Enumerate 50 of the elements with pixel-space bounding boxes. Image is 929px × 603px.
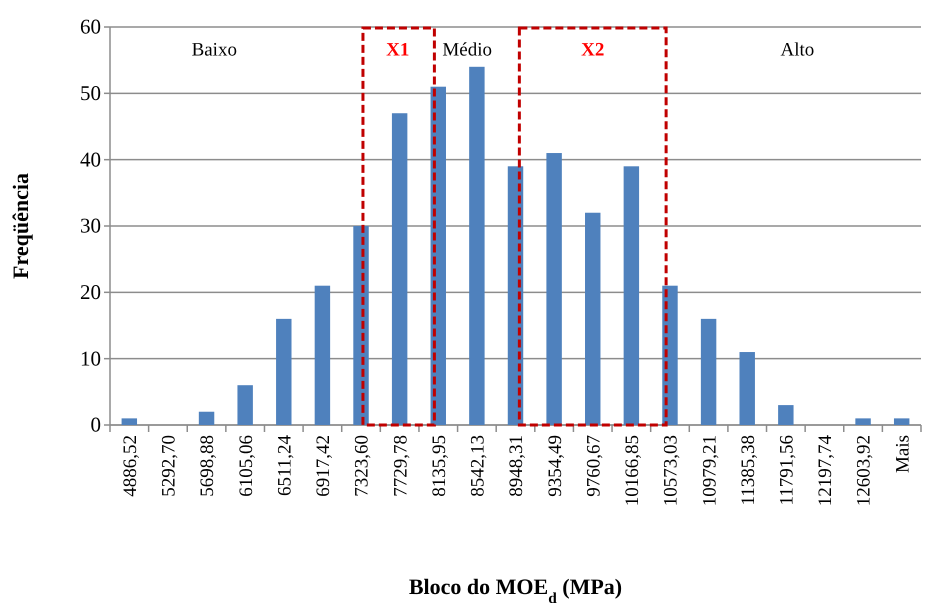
x-tick-label: 10979,21 (699, 435, 720, 506)
x-tick-label: 6511,24 (274, 434, 296, 496)
y-tick-label: 60 (80, 14, 101, 39)
y-tick-label: 10 (80, 346, 101, 370)
y-tick-label: 40 (80, 147, 101, 172)
x-tick-label: 10166,85 (622, 435, 644, 506)
bar (314, 286, 330, 425)
x-tick-label: 12603,92 (854, 435, 875, 506)
bar (392, 113, 408, 425)
bar (546, 153, 562, 425)
y-tick-label: 0 (90, 412, 101, 437)
annotation: Baixo (192, 39, 237, 60)
x-tick-label: 8542,13 (468, 435, 489, 497)
y-tick-label: 20 (80, 280, 101, 304)
bar (469, 66, 485, 425)
x-tick-label: 7729,78 (390, 435, 412, 497)
annotation: Alto (780, 39, 814, 60)
x-tick-label: 5698,88 (197, 435, 218, 497)
bar (778, 405, 794, 425)
x-tick-label: 7323,60 (352, 435, 373, 497)
x-tick-label: 8948,31 (506, 435, 528, 497)
bar (624, 166, 640, 425)
bar (198, 412, 214, 425)
y-tick-label: 30 (80, 214, 101, 238)
bar (122, 418, 138, 425)
x-tick-label: 6917,42 (313, 435, 334, 497)
annotation: X2 (581, 39, 604, 60)
x-tick-label: 11791,56 (776, 435, 798, 506)
y-axis-title: Freqüência (8, 173, 33, 279)
y-tick-label: 50 (80, 81, 101, 106)
x-tick-label: 12197,74 (815, 434, 836, 506)
bar (855, 418, 871, 425)
x-tick-label: 9760,67 (583, 435, 604, 497)
x-tick-label: 5292,70 (158, 435, 180, 497)
bar (739, 352, 755, 425)
x-tick-label: 11385,38 (738, 435, 759, 506)
bar (237, 385, 253, 425)
x-tick-label: 10573,03 (660, 435, 682, 506)
annotation: X1 (386, 39, 410, 60)
x-tick-label: 4886,52 (120, 435, 141, 497)
x-tick-label: 9354,49 (544, 435, 566, 497)
bar (700, 318, 716, 425)
bar (585, 212, 600, 425)
x-tick-label: Mais (892, 435, 914, 473)
annotation: Médio (442, 39, 492, 60)
bar (894, 418, 910, 425)
bar (276, 318, 292, 425)
x-tick-label: 8135,95 (428, 435, 450, 497)
x-tick-label: 6105,06 (236, 435, 257, 497)
x-axis-title: Bloco do MOE$_{d}$ (MPa) (408, 574, 622, 603)
